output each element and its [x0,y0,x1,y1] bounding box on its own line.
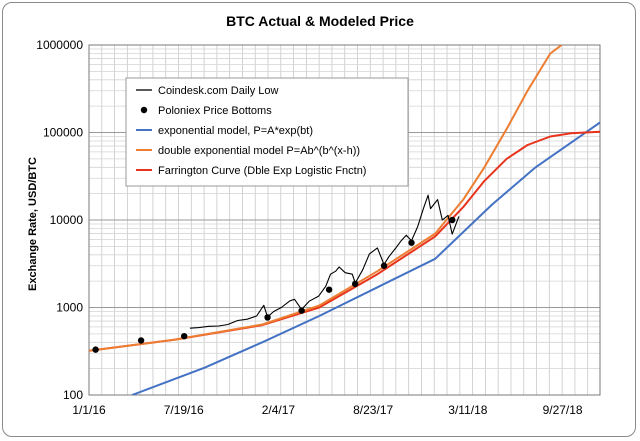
series-poloniex-price-bottoms-point [380,262,388,269]
chart-title: BTC Actual & Modeled Price [226,13,414,29]
legend-box [125,77,409,187]
series-poloniex-price-bottoms-point [449,216,456,224]
series-poloniex-price-bottoms-point [92,346,99,353]
series-poloniex-price-bottoms-point [180,332,188,340]
legend: Coindesk.com Daily Low Poloniex Price Bot… [125,77,409,187]
x-tick-label: 9/27/18 [543,403,583,417]
series-double-exponential-model-p-ab-b-x-h-line [89,45,563,352]
x-tick-label: 2/4/17 [262,403,296,417]
series-poloniex-price-bottoms-point [325,286,333,293]
x-tick-label: 3/11/18 [448,403,487,417]
y-tick-label: 100000 [43,126,83,140]
series-exponential-model-p-a-exp-bt-line [131,121,600,395]
legend-label: double exponential model P=Ab^(b^(x-h)) [158,145,360,157]
legend-entries: Coindesk.com Daily Low Poloniex Price Bot… [136,85,366,177]
y-tick-label: 100 [63,388,83,402]
series-poloniex-price-bottoms-point [137,337,145,344]
x-tick-label: 8/23/17 [353,403,393,417]
y-axis-label: Exchange Rate, USD/BTC [27,157,39,291]
legend-label: Poloniex Price Bottoms [158,105,272,117]
legend-label: Farrington Curve (Dble Exp Logistic Fnct… [158,165,366,177]
y-tick-label: 10000 [50,213,84,227]
x-tick-label: 1/1/16 [72,403,106,417]
series-poloniex-price-bottoms-point [351,280,359,288]
series-poloniex-price-bottoms-point [408,239,415,246]
y-tick-label: 1000 [56,301,83,315]
legend-label: Coindesk.com Daily Low [158,85,278,97]
series-poloniex-price-bottoms-point [298,307,305,314]
x-tick-label: 7/19/16 [164,403,204,417]
plot-border [88,44,601,396]
tick-labels: 100 1000 10000 100000 1000000 1/1/16 7/19/16 2/… [36,38,583,417]
series-poloniex-price-bottoms-point [264,314,271,321]
y-tick-label: 1000000 [36,38,83,52]
legend-label: exponential model, P=A*exp(bt) [158,125,313,137]
legend-swatch [140,106,148,114]
plot-area [89,45,600,395]
series-coindesk-com-daily-low-line [189,194,460,329]
